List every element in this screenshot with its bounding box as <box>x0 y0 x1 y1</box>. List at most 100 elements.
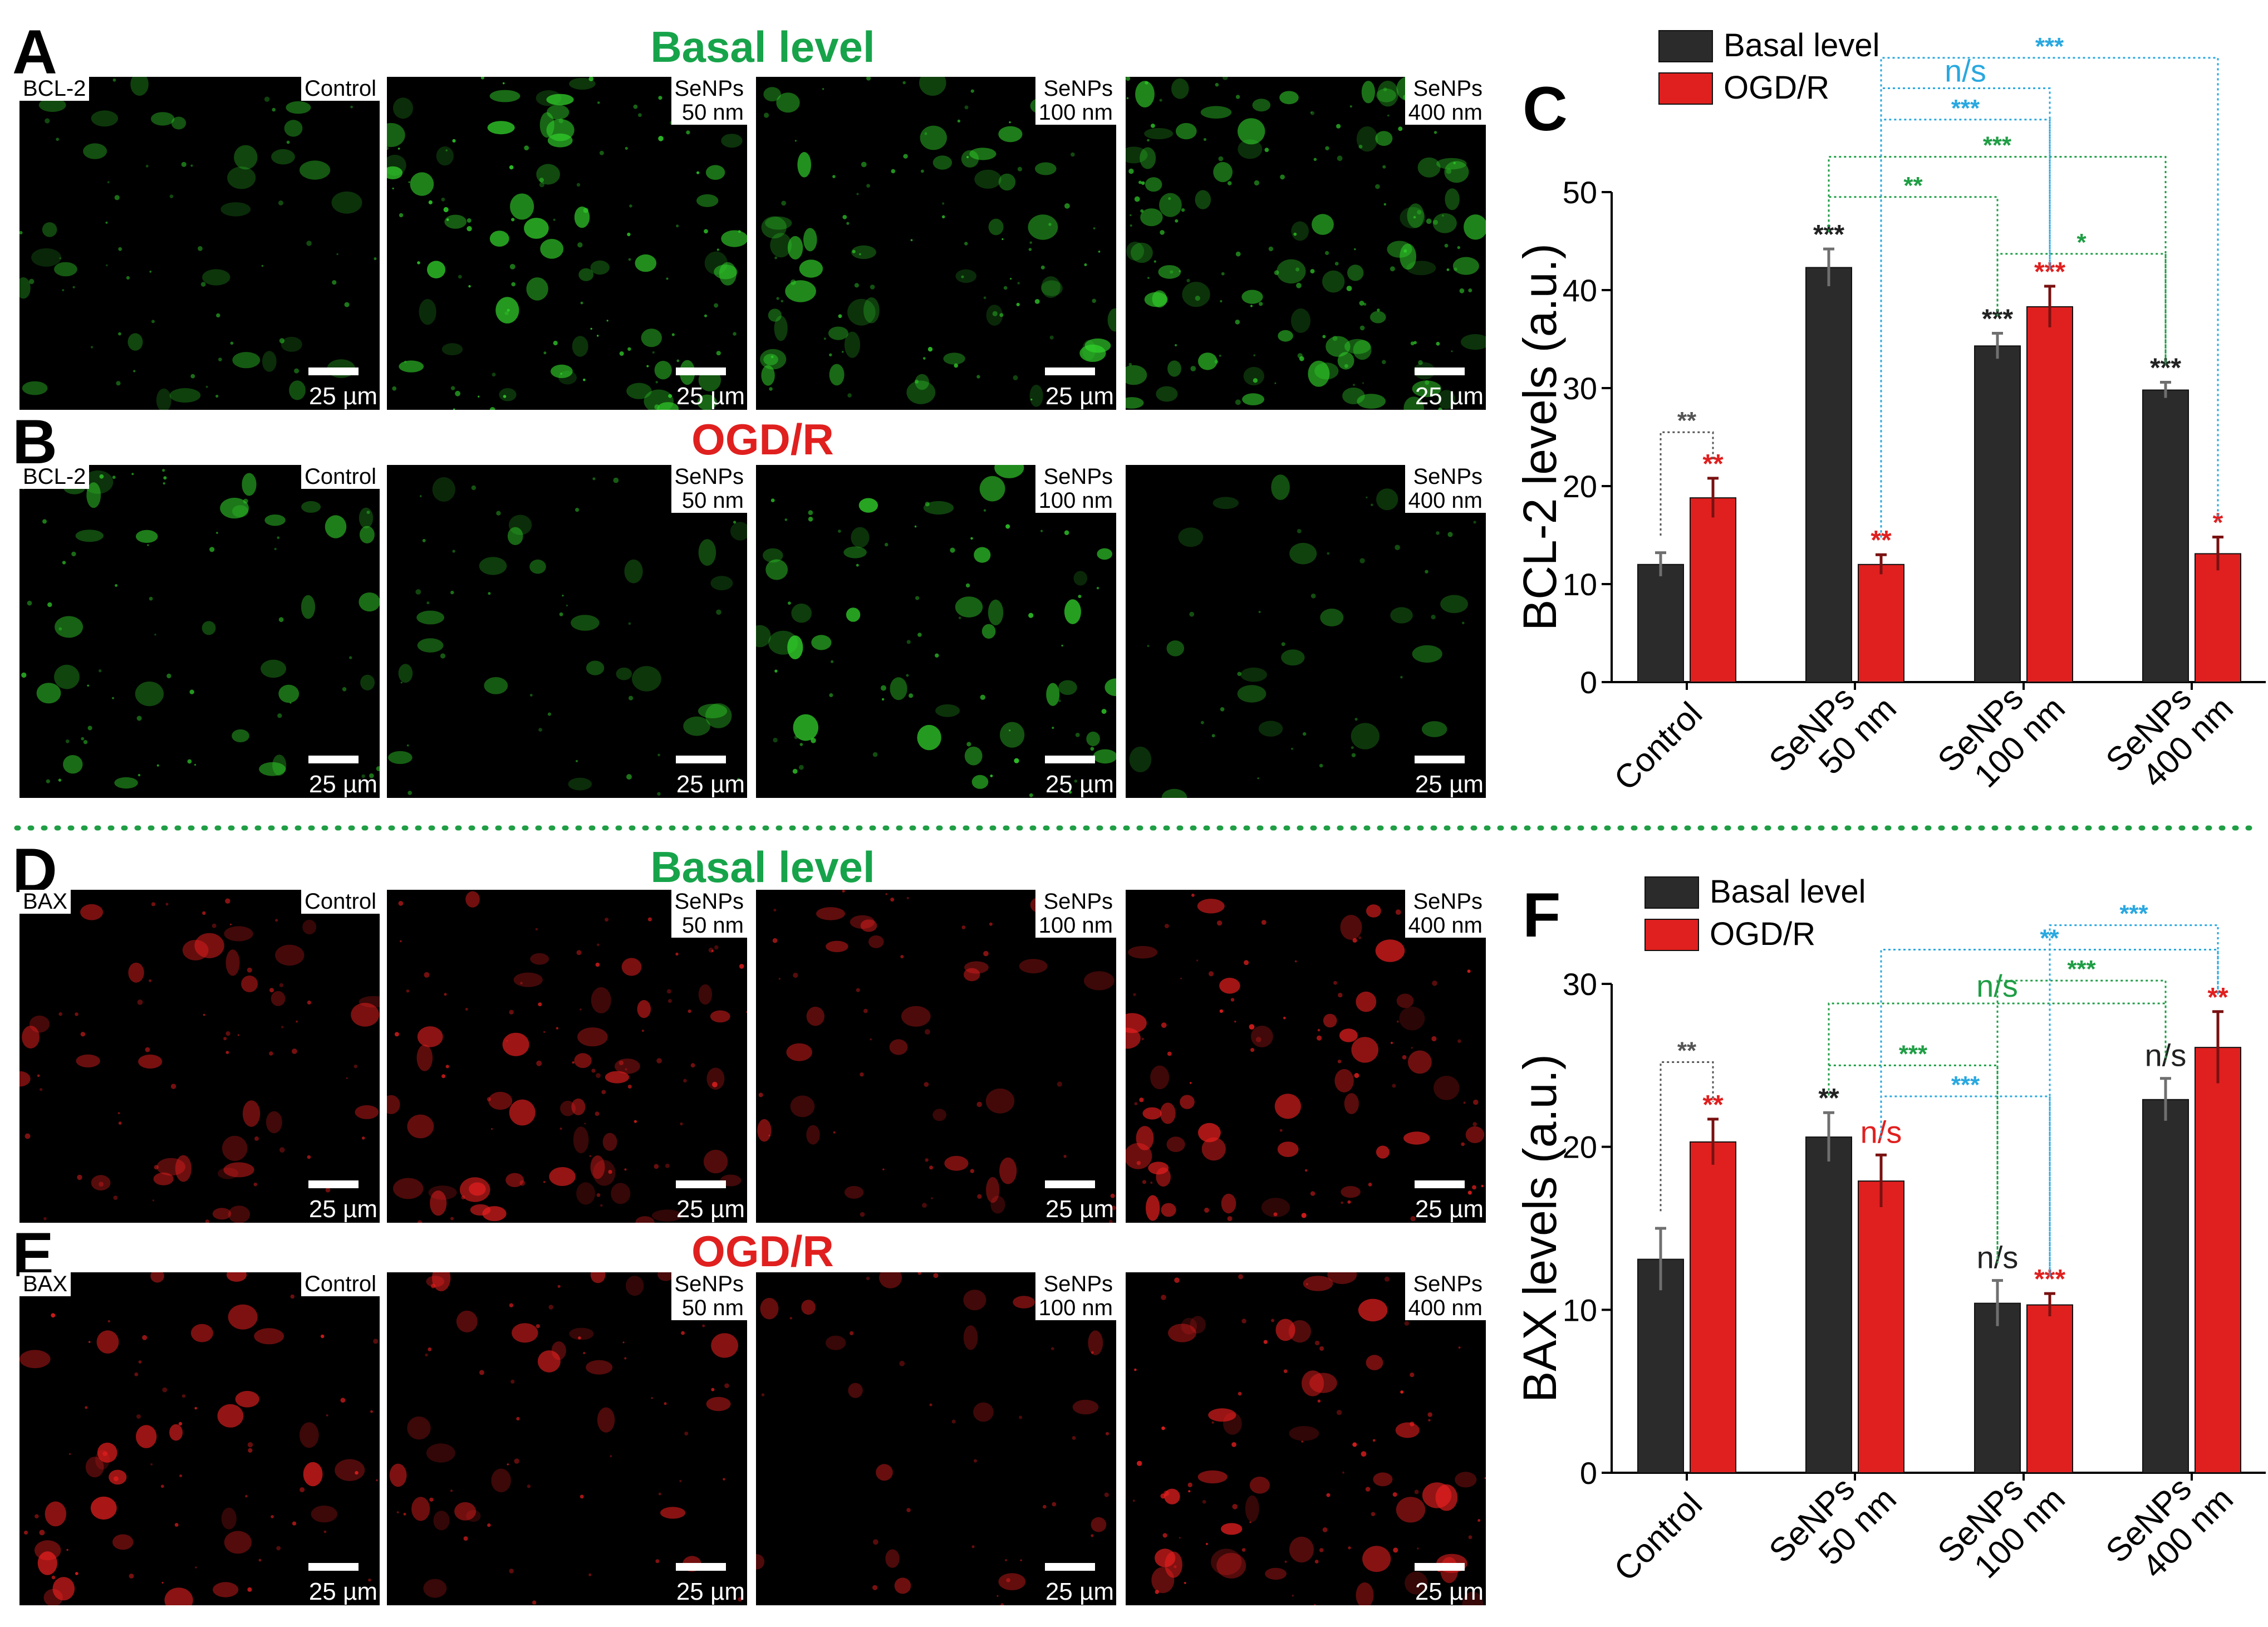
micrograph-bax-basal-2: SeNPs 100 nm 25 µm <box>756 890 1116 1223</box>
bar <box>2026 306 2073 683</box>
scale-bar-label: 25 µm <box>308 1195 377 1223</box>
micrograph-cells <box>757 890 1116 1223</box>
condition-label-line1: Control <box>305 1272 376 1296</box>
significance-mark: ** <box>1702 449 1724 479</box>
condition-label: SeNPs 50 nm <box>671 465 747 513</box>
scale-bar <box>1415 756 1465 763</box>
micrograph-bcl2-ogd-1: SeNPs 50 nm 25 µm <box>387 465 747 798</box>
scale-bar-label: 25 µm <box>308 771 377 798</box>
marker-label: BAX <box>19 1272 71 1297</box>
condition-label-line2: 100 nm <box>1038 1296 1113 1321</box>
bar <box>1690 497 1736 683</box>
significance-bracket <box>2049 924 2219 1277</box>
scale-bar <box>308 367 359 375</box>
micrograph-cells <box>388 477 747 796</box>
legend-label: Basal level <box>1724 27 1879 63</box>
significance-bracket-label: *** <box>2119 900 2148 928</box>
significance-mark: ** <box>1702 1090 1724 1120</box>
row-title-bax-basal: Basal level <box>650 842 875 891</box>
micrograph-cells <box>760 77 1116 407</box>
micrograph-bax-ogd-2: SeNPs 100 nm 25 µm <box>756 1272 1116 1605</box>
micrograph-bcl2-ogd-2: SeNPs 100 nm 25 µm <box>756 465 1116 798</box>
scale-bar-label: 25 µm <box>676 383 745 410</box>
significance-bracket <box>1880 119 2051 538</box>
micrograph-bcl2-ogd-0: BCL-2 Control 25 µm <box>19 465 380 798</box>
condition-label-line2: 400 nm <box>1408 1296 1482 1321</box>
condition-label: SeNPs 100 nm <box>1035 77 1116 125</box>
bar <box>1637 563 1684 683</box>
chart-bcl2: 0 10 20 30 40 50 BCL-2 levels (a.u.) Control SeN… <box>1503 11 2268 821</box>
bar <box>1805 267 1852 683</box>
marker-label: BAX <box>19 890 71 914</box>
condition-label-line1: SeNPs <box>1043 77 1113 101</box>
significance-bracket-label: *** <box>1983 132 2012 159</box>
scale-bar-label: 25 µm <box>1415 771 1484 798</box>
condition-label-line1: SeNPs <box>674 890 744 914</box>
condition-label-line2: 50 nm <box>681 913 744 938</box>
condition-label-line1: SeNPs <box>674 465 744 489</box>
row-title-bcl2-basal: Basal level <box>650 22 875 71</box>
micrograph-bax-ogd-1: SeNPs 50 nm 25 µm <box>387 1272 747 1605</box>
significance-mark: * <box>2213 508 2223 538</box>
micrograph-cells <box>1126 77 1486 410</box>
bar <box>2142 1099 2189 1473</box>
y-tick-label: 0 <box>1580 665 1597 700</box>
condition-label-line2: 100 nm <box>1038 913 1113 938</box>
condition-label-line2: 50 nm <box>681 488 744 513</box>
significance-bracket-label: n/s <box>1945 53 1986 88</box>
significance-bracket-label: *** <box>1951 95 1980 122</box>
x-tick-label: SeNPs400 nm <box>2099 663 2240 805</box>
condition-label: SeNPs 400 nm <box>1405 890 1486 938</box>
scale-bar <box>308 1563 359 1571</box>
significance-bracket <box>1996 979 2167 1263</box>
significance-bracket-label: * <box>2076 229 2087 256</box>
condition-label: Control <box>301 465 380 489</box>
micrograph-cells <box>756 465 1116 797</box>
condition-label: Control <box>301 77 380 101</box>
micrograph-cells <box>387 77 747 410</box>
chart-bax: 0 10 20 30 BAX levels (a.u.) Control SeNPs50 n… <box>1503 849 2268 1627</box>
scale-bar <box>676 367 726 375</box>
scale-bar <box>1415 1563 1465 1571</box>
condition-label-line1: SeNPs <box>1043 1272 1113 1296</box>
scale-bar-label: 25 µm <box>676 1195 745 1223</box>
condition-label: SeNPs 400 nm <box>1405 77 1486 125</box>
scale-bar-label: 25 µm <box>1045 771 1114 798</box>
condition-label-line2: 50 nm <box>681 1296 744 1321</box>
y-tick-label: 30 <box>1563 371 1597 406</box>
condition-label-line2: 400 nm <box>1408 488 1482 513</box>
scale-bar-label: 25 µm <box>1415 1578 1484 1605</box>
x-tick-label: Control <box>1607 1486 1709 1588</box>
scale-bar-label: 25 µm <box>1415 383 1484 410</box>
significance-bracket <box>1828 196 1999 316</box>
condition-label: SeNPs 50 nm <box>671 77 747 125</box>
condition-label-line2: 400 nm <box>1408 913 1482 938</box>
scale-bar <box>1045 1180 1095 1188</box>
micrograph-cells <box>756 1272 1110 1605</box>
bar <box>1858 1180 1904 1473</box>
scale-bar-label: 25 µm <box>308 383 377 410</box>
x-tick-label: SeNPs50 nm <box>1762 663 1903 805</box>
condition-label-line1: SeNPs <box>1413 890 1483 914</box>
significance-bracket-label: ** <box>1903 172 1923 199</box>
legend-label: OGD/R <box>1724 70 1829 106</box>
micrograph-cells <box>1126 890 1485 1222</box>
legend-swatch <box>1658 72 1713 105</box>
micrograph-bax-ogd-3: SeNPs 400 nm 25 µm <box>1126 1272 1486 1605</box>
condition-label: Control <box>301 1272 380 1297</box>
scale-bar-label: 25 µm <box>308 1578 377 1605</box>
scale-bar <box>676 1563 726 1571</box>
x-tick-label: Control <box>1607 695 1709 797</box>
y-tick-label: 10 <box>1563 567 1597 602</box>
significance-bracket <box>1660 1061 1714 1212</box>
bar <box>1690 1141 1736 1473</box>
significance-bracket-label: *** <box>1951 1071 1980 1099</box>
significance-mark: ** <box>1818 1084 1839 1113</box>
bar <box>1637 1258 1684 1474</box>
scale-bar-label: 25 µm <box>1415 1195 1484 1223</box>
condition-label-line1: SeNPs <box>1043 890 1113 914</box>
y-tick-label: 20 <box>1563 1130 1597 1165</box>
significance-mark: *** <box>1982 304 2013 334</box>
significance-bracket-label: *** <box>1899 1040 1928 1067</box>
condition-label-line1: SeNPs <box>1043 465 1113 489</box>
